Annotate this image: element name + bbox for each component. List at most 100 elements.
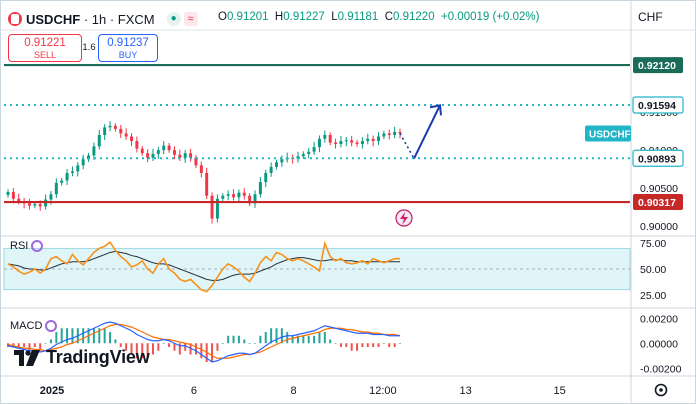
interval-label[interactable]: 1h (91, 11, 107, 27)
candle-body (178, 154, 182, 158)
candle-body (366, 138, 370, 142)
macd-histogram-bar (12, 343, 15, 347)
macd-histogram-bar (345, 343, 348, 347)
macd-histogram-bar (200, 343, 203, 359)
buy-button[interactable]: 0.91237 BUY (98, 34, 158, 62)
candle-body (130, 136, 133, 142)
symbol-header[interactable]: USDCHF · 1h · FXCM ● ≈ (8, 10, 198, 28)
time-tick: 8 (291, 385, 297, 397)
indicator-settings-icon[interactable] (31, 240, 44, 252)
time-tick: 2025 (40, 385, 64, 397)
candle-body (172, 150, 176, 155)
candle-body (355, 142, 359, 145)
candle-body (146, 153, 150, 158)
macd-histogram-bar (259, 335, 262, 344)
candle-body (371, 138, 375, 142)
eye-icon[interactable]: ● (166, 12, 181, 26)
macd-histogram-bar (388, 343, 391, 347)
candle-body (189, 153, 193, 158)
candle-body (81, 159, 85, 166)
macd-histogram-bar (119, 343, 122, 347)
macd-histogram-bar (399, 343, 401, 344)
candle-body (167, 145, 171, 151)
candle-body (151, 153, 155, 158)
macd-histogram-bar (254, 343, 257, 344)
wave-icon[interactable]: ≈ (183, 12, 198, 26)
rsi-line (7, 240, 400, 293)
candle-body (317, 138, 321, 148)
candle-body (33, 204, 37, 206)
candle-body (113, 125, 117, 129)
change-value: +0.00019 (+0.02%) (441, 11, 540, 23)
close-label: C (384, 11, 394, 23)
candle-body (275, 162, 278, 167)
macd-histogram-bar (146, 343, 149, 359)
macd-histogram-bar (178, 343, 181, 355)
symbol-icon (8, 12, 22, 26)
candle-body (280, 159, 284, 163)
macd-tick: -0.00200 (640, 363, 682, 375)
macd-histogram-bar (237, 335, 240, 344)
sell-button[interactable]: 0.91221 SELL (8, 34, 82, 62)
candle-body (215, 198, 219, 219)
macd-histogram-bar (393, 343, 396, 347)
macd-histogram-bar (248, 343, 251, 344)
open-value: 0.91201 (226, 11, 269, 23)
macd-histogram-bar (184, 343, 187, 351)
candle-body (393, 131, 397, 135)
macd-histogram-bar (211, 343, 214, 362)
macd-histogram-bar (168, 343, 171, 347)
level-price-label: 0.92120 (638, 60, 676, 72)
macd-histogram-bar (141, 343, 144, 359)
candle-body (194, 157, 198, 166)
candle-body (296, 156, 300, 159)
symbol-tag (585, 125, 631, 142)
macd-histogram-bar (33, 343, 36, 347)
macd-line (7, 321, 400, 363)
macd-histogram-bar (17, 343, 20, 347)
level-price-tag (632, 149, 684, 167)
ohlc-readout: O0.91201 H0.91227 L0.91181 C0.91220 +0.0… (218, 11, 539, 23)
macd-histogram-bar (55, 332, 58, 344)
rsi-legend[interactable]: RSI (10, 240, 44, 252)
candle-body (108, 125, 112, 128)
candle-body (382, 133, 386, 137)
macd-legend[interactable]: MACD (10, 320, 58, 332)
candle-body (65, 172, 69, 181)
macd-histogram-bar (286, 332, 289, 344)
candle-body (323, 134, 327, 139)
price-tick: 0.90500 (640, 183, 678, 195)
currency-selector[interactable]: CHF (638, 10, 663, 24)
level-price-label: 0.90893 (638, 153, 676, 165)
sell-label: SELL (33, 50, 57, 60)
macd-tick: 0.00000 (640, 338, 678, 350)
macd-histogram-bar (194, 343, 197, 355)
candle-body (232, 194, 236, 198)
macd-histogram-bar (162, 343, 165, 344)
macd-histogram-bar (135, 343, 138, 359)
level-price-tag (632, 96, 684, 114)
indicator-settings-icon[interactable] (45, 320, 58, 332)
candle-body (11, 191, 15, 199)
macd-histogram-bar (157, 343, 160, 351)
exchange-label: FXCM (117, 11, 155, 27)
rsi-tick: 25.00 (640, 290, 666, 302)
candle-body (70, 171, 74, 173)
macd-histogram-bar (23, 343, 26, 347)
spread-value: 1.6 (82, 42, 96, 53)
macd-histogram-bar (28, 343, 31, 351)
macd-histogram-bar (334, 343, 337, 344)
candle-body (183, 153, 187, 158)
high-value: 0.91227 (283, 11, 325, 23)
time-tick: 12:00 (369, 385, 397, 397)
macd-histogram-bar (114, 339, 117, 344)
macd-histogram-bar (302, 335, 305, 344)
candle-body (156, 150, 160, 154)
symbol-tag-label: USDCHF (589, 129, 631, 140)
macd-histogram-bar (216, 343, 219, 351)
candle-body (97, 134, 101, 147)
candle-body (124, 133, 128, 137)
macd-histogram-bar (49, 339, 52, 344)
macd-histogram-bar (66, 328, 69, 344)
